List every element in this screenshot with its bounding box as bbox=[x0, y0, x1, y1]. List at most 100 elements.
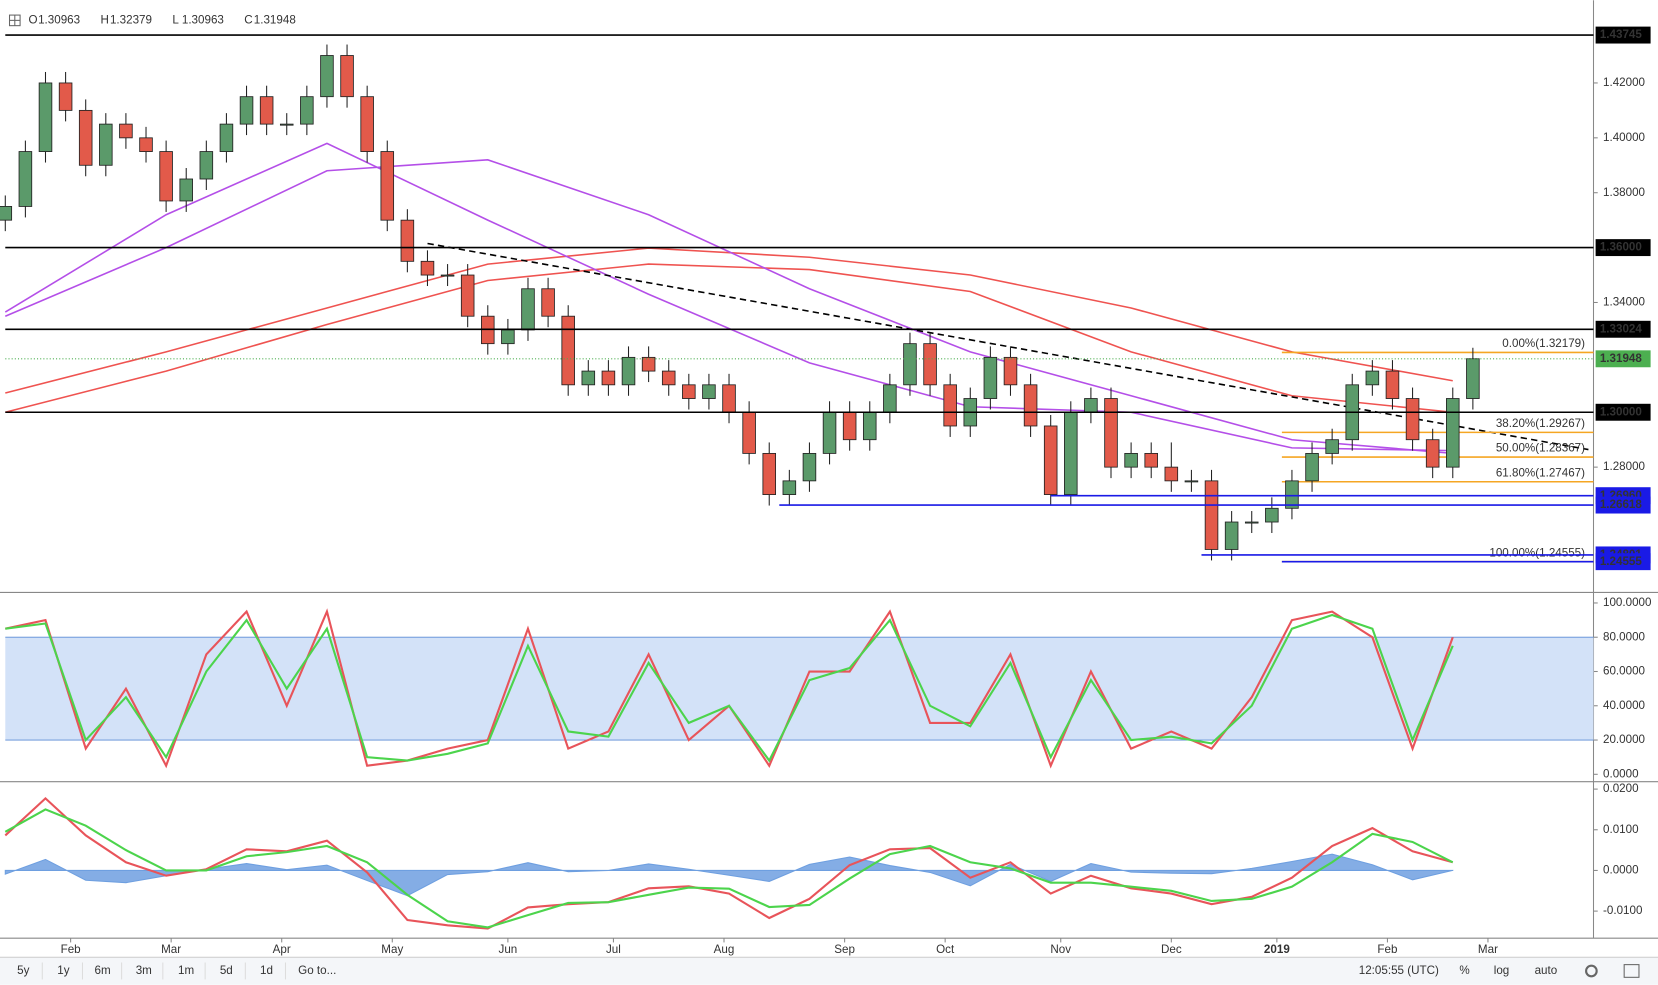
candle-body bbox=[1224, 521, 1239, 550]
candle-body bbox=[159, 151, 173, 202]
candle-body bbox=[320, 55, 334, 98]
candle-body bbox=[943, 384, 957, 427]
x-tick-label: Jul bbox=[606, 943, 621, 956]
level-label-box bbox=[1595, 320, 1651, 338]
x-tick-label: Feb bbox=[1377, 943, 1397, 956]
candle-body bbox=[460, 274, 475, 317]
y-tick-label: 1.28000 bbox=[1603, 460, 1646, 473]
candle-body bbox=[842, 411, 857, 441]
x-tick-label: May bbox=[381, 943, 403, 956]
candle-body bbox=[1064, 411, 1078, 496]
ohlc-value: 1.31948 bbox=[254, 13, 296, 26]
range-button[interactable]: 5d bbox=[220, 964, 233, 977]
y-tick-label: 60.0000 bbox=[1603, 665, 1646, 678]
candle-body bbox=[1385, 370, 1400, 399]
candle-body bbox=[360, 96, 374, 152]
fullscreen-icon[interactable] bbox=[1623, 964, 1640, 978]
candle-body bbox=[1325, 439, 1339, 454]
candle-body bbox=[1043, 425, 1058, 496]
candle-body bbox=[18, 151, 33, 207]
level-label-box bbox=[1595, 496, 1651, 514]
candle-body bbox=[1425, 439, 1440, 468]
y-tick-label: 100.0000 bbox=[1603, 596, 1652, 609]
range-button[interactable]: 1y bbox=[57, 964, 69, 977]
candle-body bbox=[541, 288, 555, 317]
candle-body bbox=[400, 219, 415, 262]
fib-label: 50.00%(1.28367) bbox=[1496, 442, 1585, 455]
range-button[interactable]: 6m bbox=[94, 964, 110, 977]
histogram-area bbox=[4, 853, 1454, 897]
level-label: 1.26618 bbox=[1600, 498, 1643, 511]
ohlc-key: L bbox=[172, 13, 179, 26]
indicator-line bbox=[4, 808, 1454, 929]
candle-body bbox=[782, 480, 797, 496]
y-tick-label: 0.0200 bbox=[1603, 782, 1639, 795]
candle-body bbox=[440, 274, 455, 277]
stoch-band bbox=[5, 637, 1594, 741]
level-label: 1.36000 bbox=[1600, 241, 1642, 254]
candle-body bbox=[1023, 384, 1038, 427]
moving-average bbox=[5, 263, 1453, 414]
x-tick-label: Sep bbox=[834, 943, 855, 956]
last-price-box bbox=[1595, 350, 1651, 368]
y-tick-label: 0.0000 bbox=[1603, 864, 1639, 877]
candle-body bbox=[119, 123, 133, 139]
candle-body bbox=[581, 370, 596, 386]
y-tick-label: 0.0100 bbox=[1603, 823, 1639, 836]
level-label: 1.30000 bbox=[1600, 405, 1642, 418]
range-button[interactable]: 1m bbox=[178, 964, 194, 977]
candle-body bbox=[1003, 356, 1018, 386]
x-tick-label: Jun bbox=[499, 943, 518, 956]
candle-body bbox=[279, 123, 294, 126]
y-tick-label: 1.38000 bbox=[1603, 186, 1646, 199]
level-label: 1.24555 bbox=[1600, 555, 1643, 568]
candle-body bbox=[722, 384, 736, 413]
candle-body bbox=[380, 151, 395, 221]
candle-body bbox=[239, 96, 254, 125]
candle-body bbox=[661, 370, 676, 386]
candle-body bbox=[1084, 398, 1098, 413]
level-label-box bbox=[1595, 403, 1651, 421]
candle-body bbox=[38, 82, 53, 152]
ohlc-value: 1.32379 bbox=[110, 13, 152, 26]
fib-label: 38.20%(1.29267) bbox=[1496, 417, 1585, 430]
candle-body bbox=[702, 384, 716, 399]
candle-body bbox=[1164, 466, 1179, 482]
fib-label: 100.00%(1.24555) bbox=[1489, 546, 1585, 559]
fib-label: 61.80%(1.27467) bbox=[1496, 466, 1585, 479]
range-button[interactable]: 3m bbox=[136, 964, 152, 977]
candle-body bbox=[1104, 398, 1118, 468]
y-tick-label: 1.34000 bbox=[1603, 296, 1646, 309]
candle-body bbox=[1204, 480, 1219, 550]
range-button[interactable]: 1d bbox=[260, 964, 273, 977]
candle-body bbox=[1305, 452, 1319, 482]
y-tick-label: 0.0000 bbox=[1603, 767, 1639, 780]
scale-option[interactable]: auto bbox=[1535, 964, 1558, 977]
candle-body bbox=[641, 356, 656, 372]
ohlc-value: 1.30963 bbox=[38, 13, 80, 26]
x-tick-label: Aug bbox=[714, 943, 735, 956]
ohlc-key: O bbox=[29, 13, 38, 26]
x-tick-label: Oct bbox=[936, 943, 955, 956]
candle-body bbox=[1405, 398, 1420, 441]
candle-body bbox=[1466, 358, 1480, 399]
scale-option[interactable]: log bbox=[1494, 964, 1510, 977]
last-price-label: 1.31948 bbox=[1600, 352, 1643, 365]
scale-option[interactable]: % bbox=[1459, 964, 1469, 977]
range-button[interactable]: 5y bbox=[17, 964, 29, 977]
candle-body bbox=[78, 109, 93, 166]
level-label: 1.43745 bbox=[1600, 28, 1643, 41]
candle-body bbox=[621, 356, 636, 386]
candle-body bbox=[983, 356, 998, 399]
candle-body bbox=[99, 123, 113, 166]
candle-body bbox=[601, 370, 616, 386]
y-tick-label: 20.0000 bbox=[1603, 733, 1646, 746]
trend-line bbox=[427, 242, 1589, 451]
candle-body bbox=[521, 288, 535, 331]
x-tick-label: Apr bbox=[273, 943, 291, 956]
y-tick-label: 40.0000 bbox=[1603, 699, 1646, 712]
goto-button[interactable]: Go to... bbox=[298, 964, 336, 977]
settings-icon[interactable] bbox=[1585, 964, 1598, 978]
y-tick-label: 1.40000 bbox=[1603, 131, 1646, 144]
candle-body bbox=[1446, 398, 1460, 468]
